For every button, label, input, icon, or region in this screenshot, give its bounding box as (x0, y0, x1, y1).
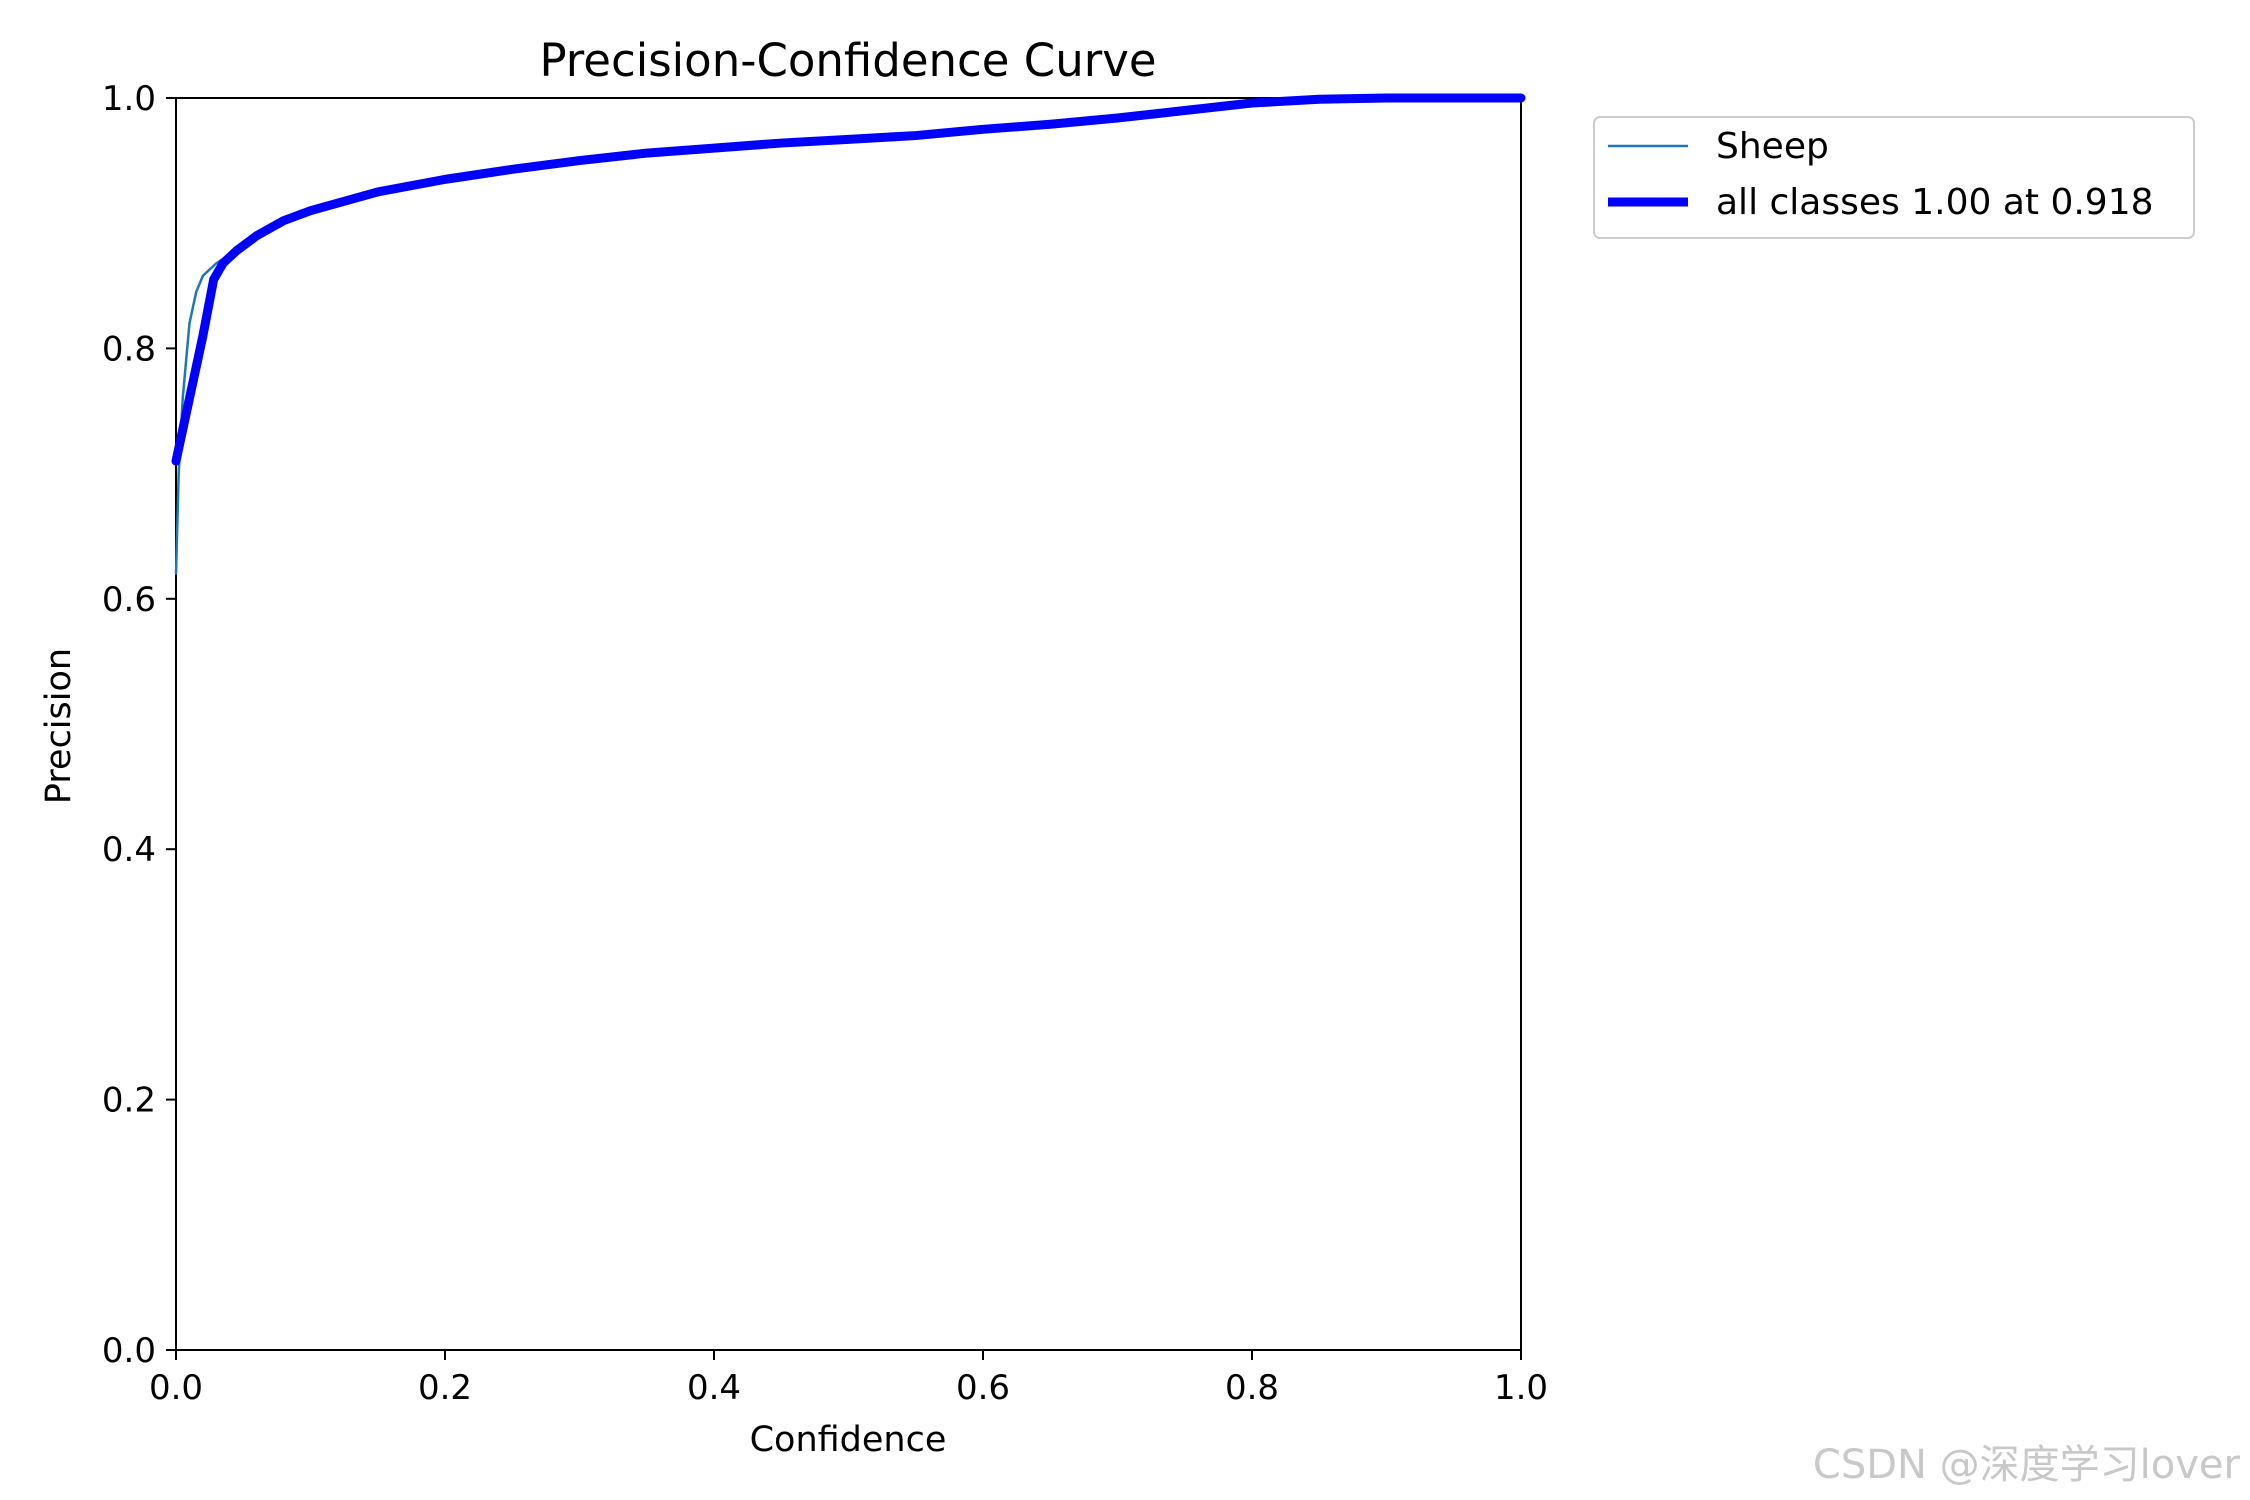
x-tick-label: 0.8 (1225, 1368, 1279, 1408)
legend: Sheep all classes 1.00 at 0.918 (1593, 116, 2195, 239)
series-line-all-classes (171, 93, 1526, 466)
legend-label-all-classes: all classes 1.00 at 0.918 (1716, 182, 2154, 223)
x-tick-label: 0.4 (687, 1368, 741, 1408)
x-tick-label: 0.2 (418, 1368, 472, 1408)
y-tick-label: 0.2 (102, 1081, 156, 1121)
series-group (171, 93, 1526, 576)
legend-box (1593, 116, 2195, 239)
y-tick-label: 0.6 (102, 580, 156, 620)
y-tick-label: 1.0 (102, 79, 156, 119)
x-tick-label: 0.0 (149, 1368, 203, 1408)
x-axis-ticks: 0.0 0.2 0.4 0.6 0.8 1.0 (149, 1350, 1548, 1408)
x-tick-label: 1.0 (1494, 1368, 1548, 1408)
legend-label-sheep: Sheep (1716, 126, 1829, 167)
x-axis-label: Confidence (750, 1420, 947, 1460)
y-tick-label: 0.4 (102, 830, 156, 870)
plot-area (171, 93, 1526, 1351)
plot-frame (175, 97, 1522, 1351)
x-tick-label: 0.6 (956, 1368, 1010, 1408)
chart-title: Precision-Confidence Curve (539, 34, 1156, 87)
y-axis-label: Precision (39, 648, 79, 804)
y-tick-label: 0.8 (102, 329, 156, 369)
y-tick-label: 0.0 (102, 1331, 156, 1371)
watermark: CSDN @深度学习lover (1813, 1442, 2241, 1488)
y-axis-ticks: 0.0 0.2 0.4 0.6 0.8 1.0 (102, 79, 176, 1371)
